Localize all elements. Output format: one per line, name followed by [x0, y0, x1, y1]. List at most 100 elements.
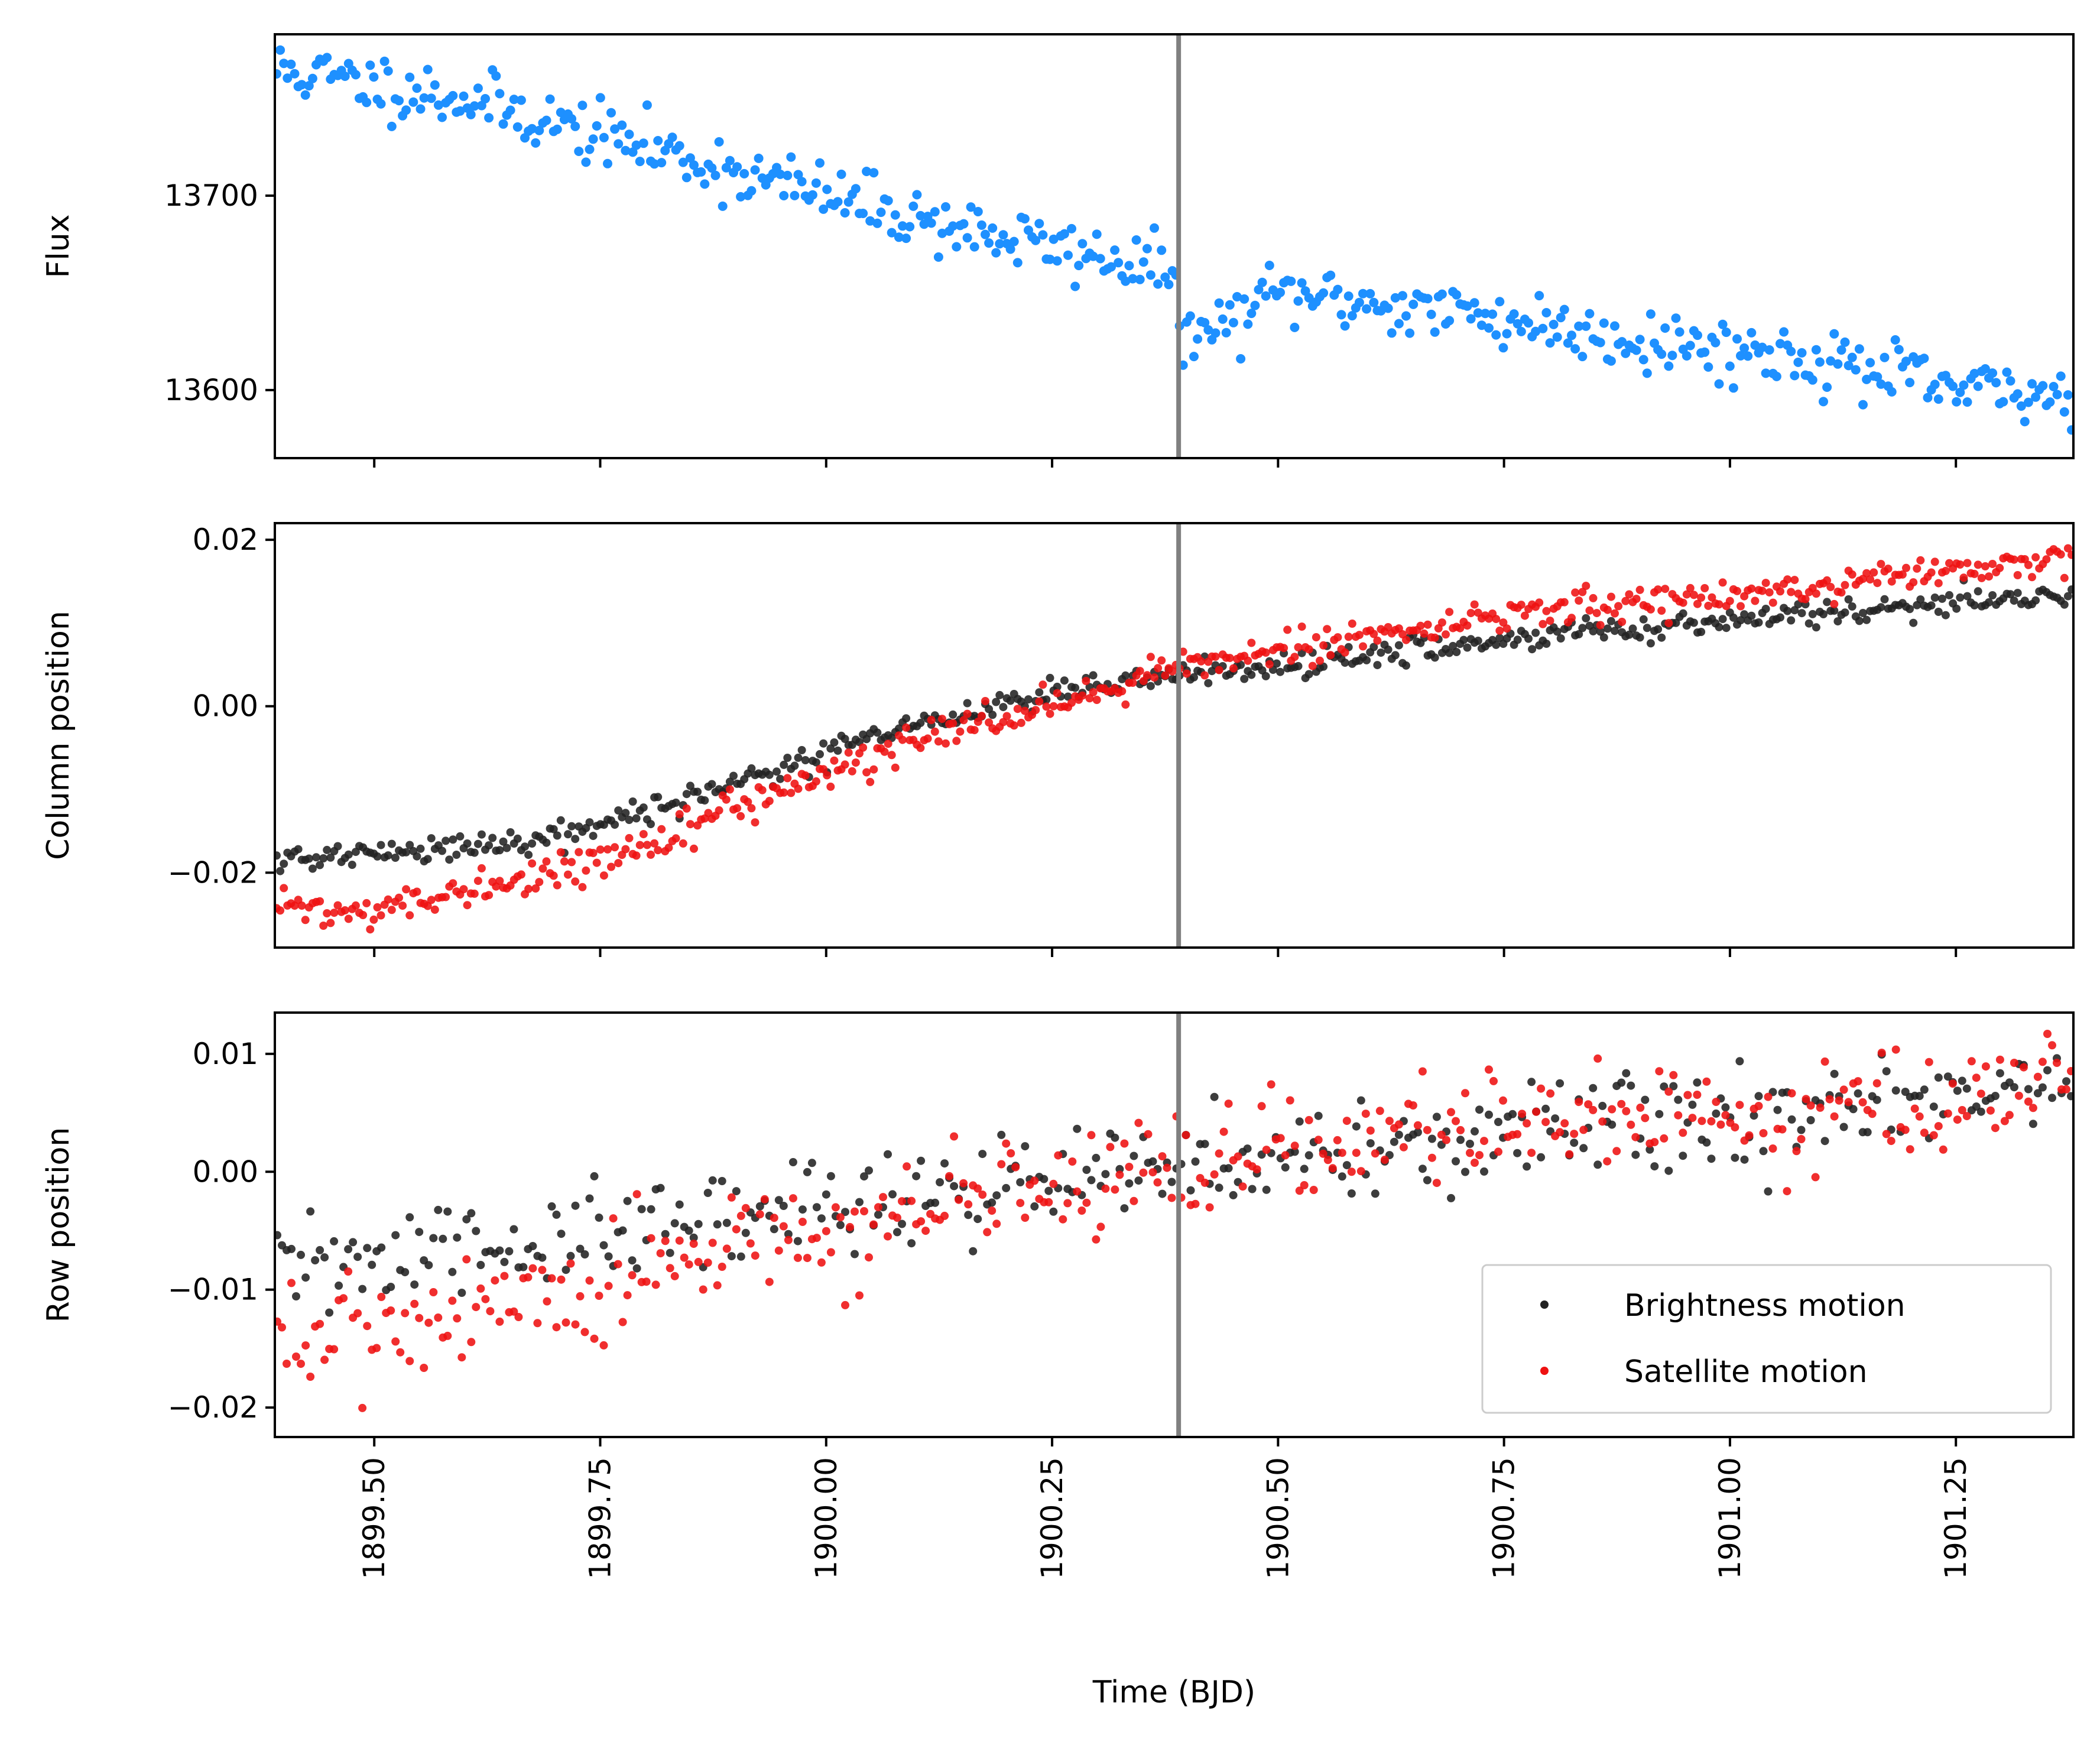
satellite-motion-point: [1627, 1120, 1635, 1129]
flux-point: [1110, 245, 1120, 255]
flux-point: [1243, 319, 1253, 329]
brightness-motion-point: [1071, 683, 1080, 692]
satellite-motion-point: [846, 1222, 854, 1231]
satellite-motion-point: [2028, 573, 2036, 582]
flux-point: [1333, 284, 1343, 294]
satellite-motion-point: [1319, 641, 1328, 650]
flux-point: [1423, 294, 1433, 304]
satellite-motion-point: [1929, 1131, 1938, 1140]
flux-point: [1009, 236, 1019, 246]
flux-point: [570, 121, 580, 131]
flux-point: [995, 239, 1005, 249]
satellite-motion-point: [788, 1194, 797, 1203]
flux-point: [1131, 235, 1141, 245]
brightness-motion-point: [2010, 596, 2018, 605]
flux-point: [2027, 379, 2037, 389]
brightness-motion-point: [1859, 609, 1867, 617]
satellite-motion-point: [1294, 643, 1303, 651]
satellite-motion-point: [1007, 1149, 1015, 1157]
satellite-motion-point: [434, 1313, 443, 1322]
brightness-motion-point: [1445, 648, 1454, 657]
flux-point: [1070, 281, 1080, 291]
brightness-motion-point: [995, 690, 1004, 699]
satellite-motion-point: [684, 1260, 693, 1269]
satellite-motion-point: [988, 1206, 997, 1215]
flux-point: [1228, 317, 1238, 327]
brightness-motion-point: [429, 1234, 438, 1243]
flux-point: [916, 210, 926, 220]
satellite-motion-point: [621, 845, 630, 854]
satellite-motion-point: [1783, 1187, 1791, 1196]
brightness-motion-point: [585, 1194, 594, 1203]
y-tick-label: −0.02: [168, 855, 258, 890]
flux-point: [1247, 309, 1257, 319]
satellite-motion-point: [306, 1373, 315, 1381]
brightness-motion-point: [1735, 1057, 1744, 1066]
column-position-axes-frame: [274, 522, 2075, 949]
flux-point: [1710, 338, 1721, 348]
satellite-motion-point: [1560, 1119, 1569, 1128]
satellite-motion-point: [1614, 602, 1623, 611]
satellite-motion-point: [1916, 556, 1925, 565]
brightness-motion-point: [463, 839, 472, 848]
brightness-motion-point: [276, 867, 285, 875]
satellite-motion-point: [1646, 605, 1655, 614]
flux-point: [811, 178, 821, 188]
satellite-motion-point: [940, 1211, 949, 1220]
satellite-motion-point: [1078, 691, 1087, 700]
satellite-motion-point: [580, 1328, 589, 1337]
brightness-motion-point: [1715, 622, 1724, 631]
satellite-motion-point: [1589, 1105, 1598, 1114]
satellite-motion-point: [1751, 596, 1760, 605]
satellite-motion-point: [1499, 1096, 1507, 1105]
satellite-motion-point: [1603, 605, 1612, 614]
flux-point: [574, 147, 584, 156]
satellite-motion-point: [760, 1195, 769, 1204]
flux-point: [1437, 289, 1447, 299]
satellite-motion-point: [1247, 638, 1256, 647]
satellite-motion-point: [486, 1307, 495, 1316]
satellite-motion-point: [703, 1259, 712, 1267]
flux-point: [1045, 254, 1055, 264]
brightness-motion-point: [1669, 1082, 1678, 1091]
x-tick-label: 1900.75: [1487, 1457, 1521, 1579]
flux-point: [1664, 361, 1674, 371]
brightness-motion-point: [1627, 1081, 1635, 1090]
satellite-motion-point: [1200, 1178, 1209, 1187]
satellite-motion-point: [1348, 619, 1356, 628]
flux-point: [840, 208, 850, 218]
flux-point: [1574, 321, 1584, 331]
brightness-motion-point: [1551, 1114, 1560, 1123]
satellite-motion-point: [689, 1240, 698, 1248]
brightness-motion-point: [1664, 1166, 1673, 1175]
satellite-motion-point: [893, 1214, 901, 1222]
satellite-motion-point: [1869, 568, 1878, 577]
flux-point: [495, 89, 505, 99]
satellite-motion-point: [1161, 671, 1170, 680]
satellite-motion-point: [686, 820, 694, 829]
satellite-motion-point: [1229, 664, 1238, 673]
brightness-motion-point: [1204, 679, 1213, 687]
flux-point: [1232, 292, 1242, 301]
satellite-motion-point: [1930, 557, 1939, 566]
satellite-motion-point: [1466, 1149, 1474, 1157]
brightness-motion-point: [312, 853, 320, 862]
brightness-motion-point: [1261, 672, 1270, 680]
satellite-motion-point: [1200, 671, 1209, 680]
brightness-motion-point: [625, 816, 634, 824]
flux-point: [1901, 356, 1911, 366]
x-tick-label: 1900.25: [1035, 1457, 1069, 1579]
satellite-motion-point: [1657, 606, 1666, 615]
satellite-motion-point: [1430, 633, 1439, 642]
satellite-motion-point: [531, 884, 540, 893]
flux-point: [775, 169, 786, 179]
brightness-motion-point: [1243, 1144, 1252, 1153]
brightness-motion-point: [434, 1205, 443, 1214]
flux-point: [1933, 394, 1943, 404]
flux-point: [2052, 390, 2062, 400]
brightness-motion-point: [1764, 1187, 1773, 1196]
satellite-motion-point: [1977, 573, 1986, 582]
brightness-motion-point: [319, 854, 328, 862]
satellite-motion-point: [1837, 588, 1846, 597]
